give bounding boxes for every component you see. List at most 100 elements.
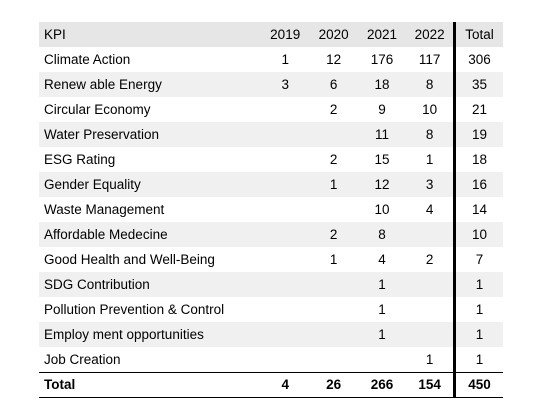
value-2022: 8 (406, 72, 457, 97)
header-total: Total (465, 27, 494, 42)
kpi-cell: Good Health and Well-Being (44, 252, 215, 267)
table-footer: Total 4 26 266 154 450 (39, 372, 503, 398)
value-2020: 6 (329, 77, 338, 92)
value-total: 7 (475, 252, 484, 267)
value-2019 (261, 147, 309, 172)
value-total: 1 (475, 277, 484, 292)
value-2019 (261, 272, 309, 297)
value-2021: 176 (370, 52, 394, 67)
value-2021: 18 (374, 77, 390, 92)
value-2022: 2 (406, 247, 457, 272)
value-2020: 1 (329, 177, 338, 192)
kpi-cell: Pollution Prevention & Control (44, 302, 225, 317)
table-row: Pollution Prevention & Control 1 1 (39, 297, 503, 322)
kpi-cell: Climate Action (44, 52, 131, 67)
value-2020: 1 (329, 252, 338, 267)
value-total: 14 (472, 202, 488, 217)
kpi-cell: ESG Rating (44, 152, 116, 167)
table-row: Circular Economy 2 9 10 21 (39, 97, 503, 122)
value-2019 (261, 347, 309, 373)
value-total: 16 (472, 177, 488, 192)
value-2020 (309, 297, 357, 322)
value-total: 1 (475, 352, 484, 367)
table-row: SDG Contribution 1 1 (39, 272, 503, 297)
value-2021: 4 (378, 252, 386, 267)
header-kpi: KPI (44, 27, 66, 42)
value-total: 35 (472, 77, 488, 92)
header-2021: 2021 (366, 27, 397, 42)
table-row: Gender Equality 1 12 3 16 (39, 172, 503, 197)
header-2019: 2019 (270, 27, 301, 42)
value-2022 (406, 322, 457, 347)
value-2020 (309, 122, 357, 147)
value-2019 (261, 322, 309, 347)
totals-label: Total (39, 372, 261, 398)
value-2022: 4 (406, 197, 457, 222)
table-row: Waste Management 10 4 14 (39, 197, 503, 222)
value-2020: 12 (326, 52, 342, 67)
value-2021 (358, 347, 406, 373)
value-total: 1 (475, 302, 484, 317)
header-2022: 2022 (406, 22, 457, 47)
kpi-cell: Water Preservation (44, 127, 160, 142)
kpi-cell: Circular Economy (44, 102, 151, 117)
value-2021: 9 (378, 102, 386, 117)
table-row: ESG Rating 2 15 1 18 (39, 147, 503, 172)
value-2022: 8 (406, 122, 457, 147)
totals-2019: 4 (261, 372, 310, 398)
value-2022 (406, 297, 457, 322)
totals-2021: 266 (357, 372, 407, 398)
value-2020 (309, 347, 357, 373)
table-row: Good Health and Well-Being 1 4 2 7 (39, 247, 503, 272)
table-row: Job Creation 1 1 (39, 347, 503, 373)
value-2021: 15 (374, 152, 390, 167)
totals-2022: 154 (406, 372, 457, 398)
value-2020 (309, 197, 357, 222)
value-2021: 1 (378, 327, 386, 342)
header-row: KPI 2019 2020 2021 2022 Total (39, 22, 503, 47)
value-2019 (261, 247, 309, 272)
table-row: Affordable Medecine 2 8 10 (39, 222, 503, 247)
table-header: KPI 2019 2020 2021 2022 Total (39, 22, 503, 47)
kpi-cell: SDG Contribution (44, 277, 150, 292)
value-total: 19 (472, 127, 488, 142)
value-2022 (406, 222, 457, 247)
kpi-cell: Renew able Energy (44, 77, 162, 92)
kpi-cell: Affordable Medecine (44, 227, 168, 242)
value-2021: 1 (378, 277, 386, 292)
kpi-cell: Waste Management (44, 202, 165, 217)
value-2019 (261, 222, 309, 247)
totals-row: Total 4 26 266 154 450 (39, 372, 503, 398)
value-2019 (261, 172, 309, 197)
value-2020 (309, 272, 357, 297)
table-row: Renew able Energy 3 6 18 8 35 (39, 72, 503, 97)
value-2019 (261, 297, 309, 322)
header-2020: 2020 (318, 27, 349, 42)
value-2022: 1 (406, 147, 457, 172)
value-2019: 1 (281, 52, 289, 67)
value-total: 1 (475, 327, 484, 342)
value-2019 (261, 122, 309, 147)
value-2022: 10 (406, 97, 457, 122)
table-body: Climate Action 1 12 176 117 306 Renew able Ene… (39, 47, 503, 373)
table-row: Water Preservation 11 8 19 (39, 122, 503, 147)
value-2022: 3 (406, 172, 457, 197)
value-2020: 2 (329, 152, 338, 167)
value-total: 18 (472, 152, 488, 167)
kpi-table-container: KPI 2019 2020 2021 2022 Total Climate Ac… (39, 22, 503, 398)
value-2021: 8 (378, 227, 386, 242)
value-2021: 11 (374, 127, 389, 142)
value-2021: 10 (374, 202, 390, 217)
value-2019 (261, 97, 309, 122)
value-2022: 1 (406, 347, 457, 373)
table-row: Climate Action 1 12 176 117 306 (39, 47, 503, 72)
value-2019 (261, 197, 309, 222)
kpi-cell: Job Creation (44, 352, 121, 367)
value-2021: 12 (374, 177, 390, 192)
value-total: 10 (472, 227, 488, 242)
value-2020: 2 (329, 227, 338, 242)
value-2020: 2 (329, 102, 338, 117)
totals-total: 450 (454, 372, 503, 398)
value-2020 (309, 322, 357, 347)
kpi-cell: Gender Equality (44, 177, 141, 192)
